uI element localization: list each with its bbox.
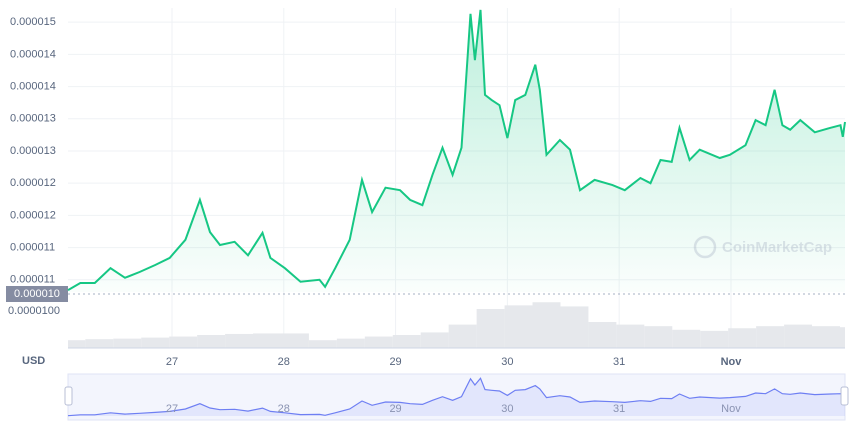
x-tick-label: 27 [166, 356, 178, 368]
volume-bar [85, 339, 114, 348]
y-tick-label: 0.000011 [10, 274, 55, 286]
watermark-text: CoinMarketCap [722, 239, 832, 256]
price-marker-box [6, 286, 68, 302]
watermark: CoinMarketCap [693, 235, 832, 259]
navigator-tick-label: 30 [501, 403, 513, 415]
volume-bar [728, 328, 757, 348]
y-tick-label: 0.000012 [10, 209, 56, 221]
x-tick-label: 29 [389, 356, 401, 368]
volume-bar [420, 332, 449, 348]
volume-bar [197, 335, 226, 348]
volume-bar [588, 322, 617, 348]
volume-bar [169, 336, 198, 348]
navigator-tick-label: 27 [166, 403, 178, 415]
volume-bar [756, 326, 785, 348]
volume-bar [504, 305, 533, 348]
volume-bar [308, 340, 337, 348]
volume-bar [476, 309, 505, 348]
price-line [67, 9, 846, 291]
volume-bar [644, 326, 673, 348]
volume-bar [392, 335, 421, 348]
volume-label: 0.0000100 [8, 305, 60, 317]
navigator-tick-label: 29 [389, 403, 401, 415]
y-tick-label: 0.000013 [10, 145, 56, 157]
navigator-tick-label: Nov [721, 403, 741, 415]
volume-bar [280, 333, 309, 348]
navigator-line [67, 377, 846, 417]
y-tick-label: 0.000012 [10, 177, 56, 189]
volume-bar [828, 327, 845, 348]
volume-bar [364, 336, 393, 348]
volume-bar [68, 340, 86, 348]
volume-bar [616, 324, 645, 348]
volume-bar [784, 324, 813, 348]
y-tick-label: 0.000014 [10, 48, 56, 60]
price-area [68, 9, 845, 293]
volume-bar [141, 337, 170, 348]
y-tick-label: 0.000015 [10, 16, 56, 28]
currency-label: USD [22, 355, 45, 367]
navigator-area [68, 378, 845, 416]
volume-bar [253, 333, 281, 348]
x-tick-label: Nov [721, 356, 743, 368]
y-tick-label: 0.000013 [10, 113, 56, 125]
navigator-tick-label: 31 [613, 403, 625, 415]
volume-bar [448, 324, 477, 348]
y-tick-label: 0.000011 [10, 241, 55, 253]
volume-bar [225, 333, 254, 348]
x-tick-label: 31 [613, 356, 625, 368]
navigator-handle[interactable] [64, 386, 73, 406]
navigator-tick-label: 28 [278, 403, 290, 415]
volume-bar [336, 338, 365, 348]
navigator-handle[interactable] [840, 386, 849, 406]
volume-bar [672, 329, 701, 348]
volume-bar [113, 338, 142, 348]
y-tick-label: 0.000014 [10, 80, 56, 92]
x-tick-label: 28 [278, 356, 290, 368]
volume-bar [700, 330, 729, 348]
x-tick-label: 30 [501, 356, 513, 368]
volume-bar [532, 302, 561, 348]
price-marker-label: 0.000010 [14, 288, 60, 300]
volume-bar [560, 306, 589, 348]
